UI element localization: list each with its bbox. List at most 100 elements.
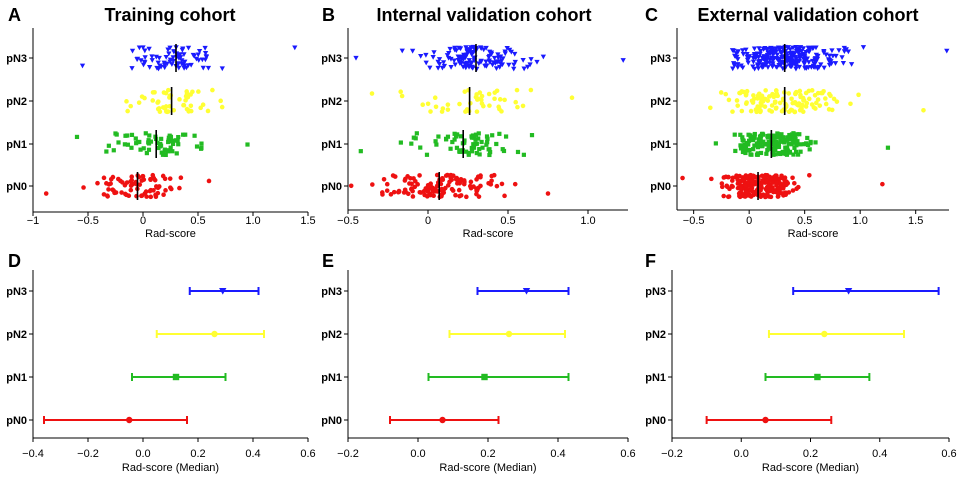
data-point [445,134,451,139]
data-point [760,56,766,62]
data-point [751,46,758,52]
data-point [205,65,212,71]
data-point [767,143,772,148]
data-point [760,178,765,183]
data-point [487,147,492,152]
data-point [783,192,789,198]
data-point [196,89,201,94]
data-point [807,172,812,178]
data-point [815,90,821,96]
data-point [452,62,458,68]
data-point [765,133,770,139]
data-point [757,59,763,65]
data-point [445,183,451,188]
y-tick-label: pN2 [321,329,342,341]
data-point [760,99,766,104]
data-point [245,142,250,147]
series-pn1 [427,373,570,381]
data-point [469,146,475,151]
data-point [202,51,209,56]
data-point [784,182,789,188]
data-point [776,141,781,146]
data-point [797,88,803,94]
data-point [190,52,196,58]
data-point [779,173,784,179]
data-point [755,55,762,60]
data-point [390,173,396,178]
data-point [426,184,432,189]
data-point [813,52,820,58]
data-point [771,133,776,138]
data-point [468,45,474,50]
series-pn3 [792,287,940,295]
data-point [116,140,121,145]
data-point [520,57,526,63]
data-point [792,145,797,150]
y-tick-label: pN1 [6,372,27,384]
x-tick-label: 0.4 [550,448,565,460]
data-point [735,103,740,108]
data-point [399,48,405,54]
data-point [106,187,111,192]
data-point [81,185,86,190]
data-point [794,143,799,148]
panel-label: C [645,5,658,25]
data-point [772,100,778,105]
data-point [747,147,752,153]
data-point [457,101,462,107]
data-point [185,45,192,51]
data-point [798,52,804,58]
data-point [743,92,749,98]
panel-label: A [8,5,21,25]
data-point [427,65,433,71]
data-point [477,90,483,95]
data-point [779,108,785,114]
panel-label: F [645,251,656,271]
data-point [785,135,790,140]
data-point [166,138,171,143]
data-point [525,64,531,70]
data-point [181,52,187,57]
data-point [431,193,436,199]
data-point [794,59,800,64]
y-tick-label: pN3 [645,286,666,298]
data-point [177,52,183,58]
data-point [733,148,738,154]
series-pn1 [131,373,227,381]
data-point [745,60,751,66]
data-point [414,131,419,136]
data-point [823,96,828,101]
data-point [787,132,792,138]
data-point [795,51,802,56]
data-point [453,176,459,182]
data-point [752,181,757,187]
x-axis-title: Rad-score (Median) [762,462,859,474]
data-point [740,51,746,57]
data-point [483,63,490,69]
data-point [739,143,744,148]
data-point [111,188,116,193]
data-point [738,186,744,191]
y-tick-label: pN0 [321,415,342,427]
median-marker [814,373,821,381]
data-point [806,49,813,55]
data-point [358,149,363,154]
data-point [620,58,626,63]
x-tick-label: 0 [140,215,146,227]
data-point [791,51,797,56]
data-point [760,144,765,149]
panel-label: E [322,251,334,271]
data-point [170,149,175,154]
data-point [179,61,185,67]
y-tick-label: pN1 [321,372,342,384]
data-point [471,142,476,147]
series-pn0 [680,172,885,200]
data-point [369,91,375,96]
data-point [485,136,490,141]
data-point [108,176,114,182]
data-point [147,133,152,138]
panel-title: Internal validation cohort [376,5,591,25]
data-point [545,191,551,196]
data-point [471,184,476,189]
data-point [766,139,771,145]
